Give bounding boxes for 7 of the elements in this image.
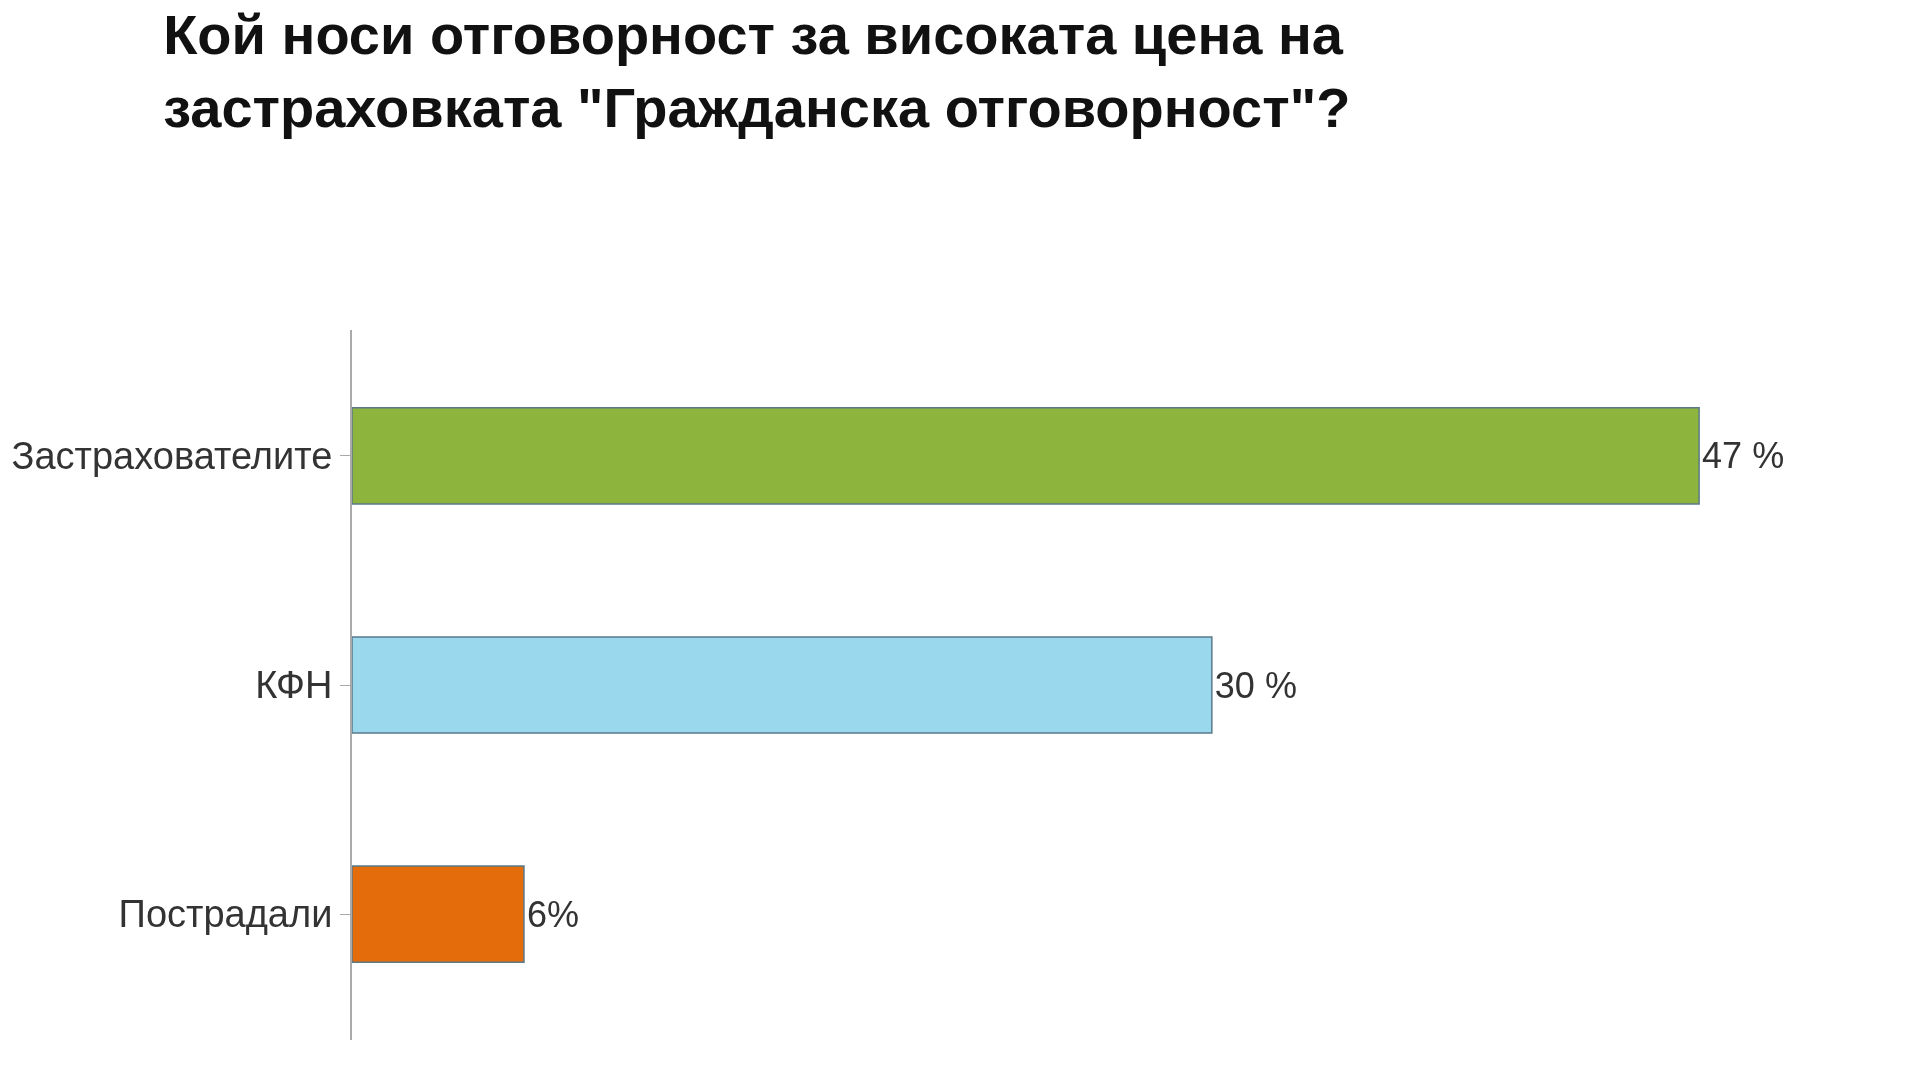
data-label: 6% <box>526 893 579 935</box>
y-tick-label: КФН <box>255 664 333 707</box>
y-tick-label: Пострадали <box>118 893 333 936</box>
chart-title: Кой носи отговорност за високата цена на застраховката "Гражданска отговорност"? <box>163 3 1351 139</box>
data-label: 30 % <box>1214 664 1297 706</box>
y-tick-label: Застрахователите <box>11 435 333 478</box>
data-label: 47 % <box>1702 435 1785 477</box>
